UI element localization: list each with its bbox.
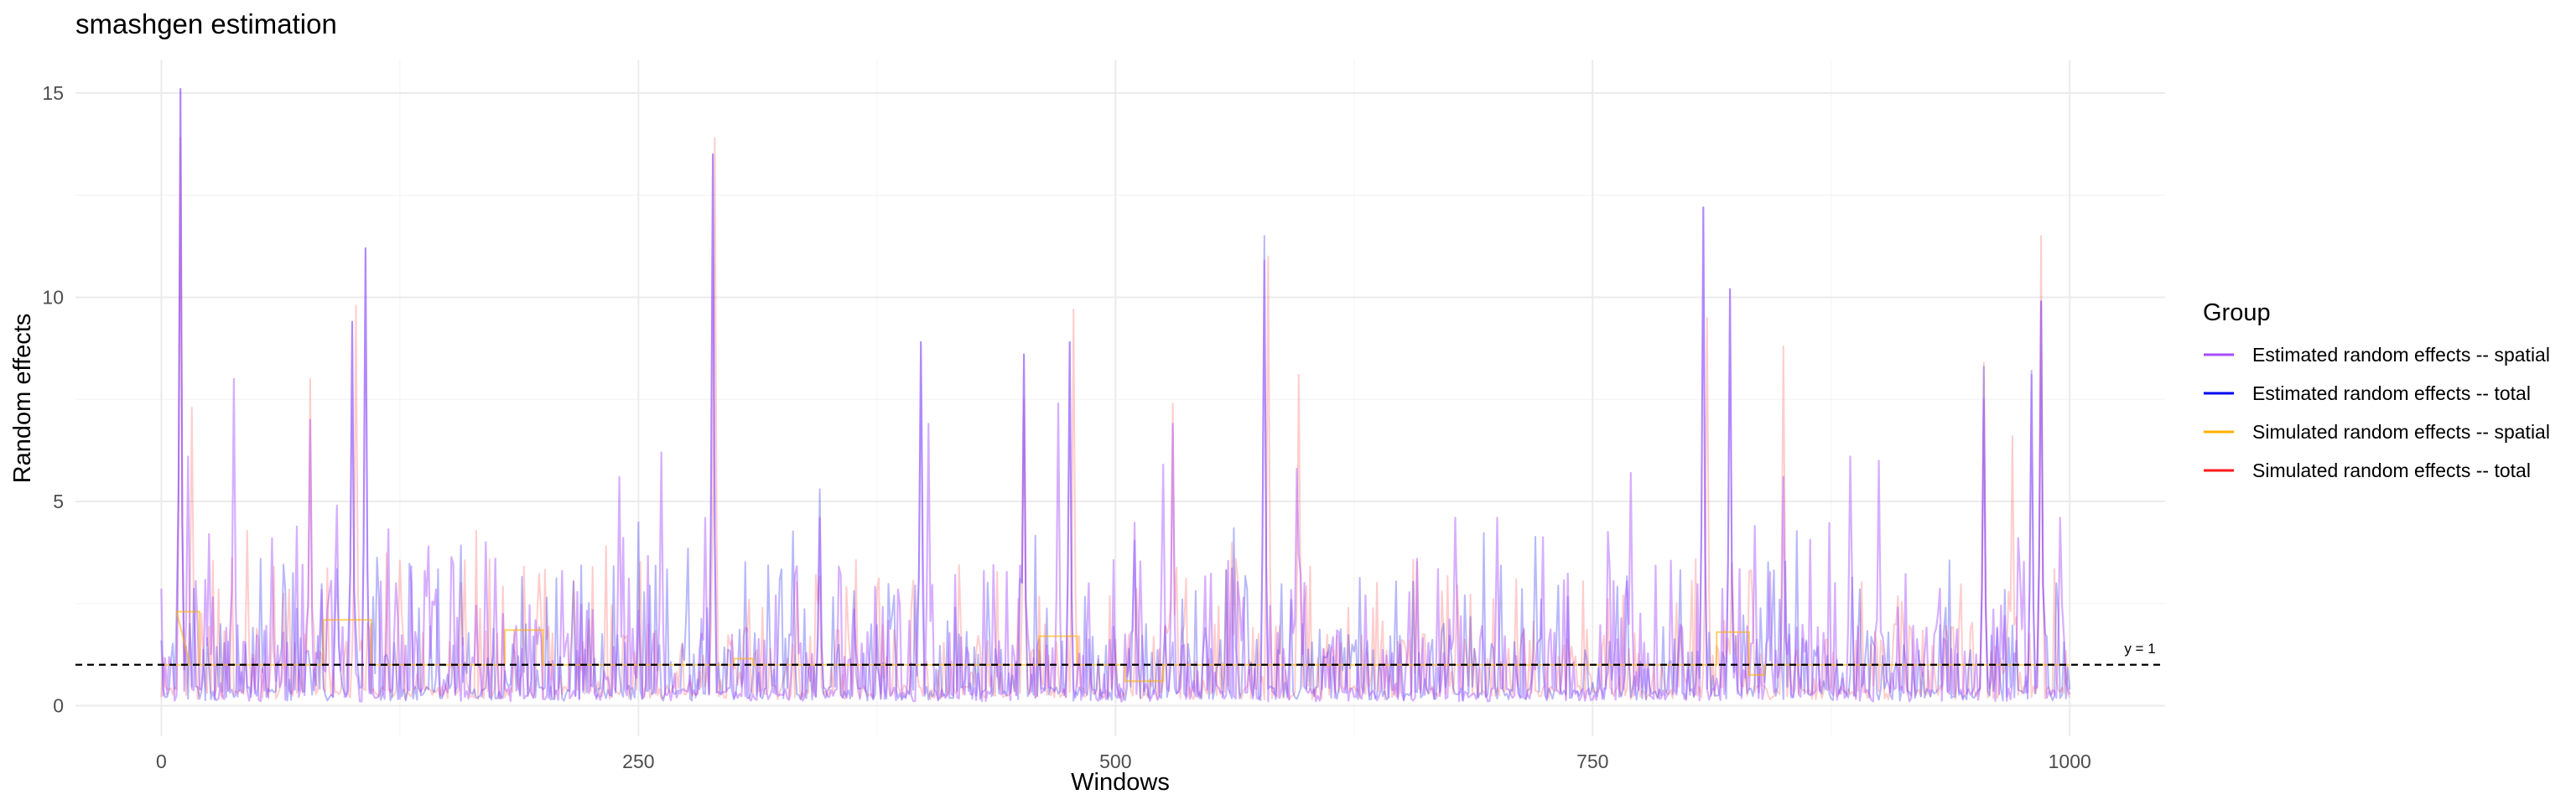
reference-line-label: y = 1 — [2124, 641, 2155, 657]
x-axis-title: Windows — [1071, 769, 1170, 796]
series-line — [160, 88, 2071, 703]
series-line — [161, 610, 2070, 683]
x-tick-labels: 0 250 500 750 1000 — [156, 750, 2091, 772]
x-tick-label: 750 — [1576, 750, 1608, 772]
series-line — [160, 88, 2071, 702]
y-tick-label: 5 — [53, 491, 64, 512]
y-tick-label: 0 — [53, 694, 64, 716]
grid — [75, 60, 2165, 736]
legend-entries: Estimated random effects -- spatial Estim… — [2204, 344, 2550, 481]
legend-label: Simulated random effects -- total — [2252, 460, 2531, 481]
legend-label: Estimated random effects -- total — [2252, 382, 2531, 404]
y-axis-title: Random effects — [9, 314, 36, 484]
y-tick-label: 10 — [42, 286, 64, 308]
x-tick-label: 250 — [622, 750, 654, 772]
legend-label: Estimated random effects -- spatial — [2252, 344, 2550, 366]
y-tick-label: 15 — [42, 82, 64, 104]
legend-title: Group — [2203, 299, 2271, 326]
series-layer — [160, 88, 2071, 703]
chart-title: smashgen estimation — [75, 8, 337, 39]
legend-label: Simulated random effects -- spatial — [2252, 421, 2550, 443]
x-tick-label: 1000 — [2049, 750, 2091, 772]
x-tick-label: 500 — [1099, 750, 1131, 772]
legend: Group Estimated random effects -- spatia… — [2203, 299, 2550, 481]
series-line — [160, 137, 2071, 701]
y-tick-labels: 0 5 10 15 — [42, 82, 64, 717]
x-tick-label: 0 — [156, 750, 167, 772]
